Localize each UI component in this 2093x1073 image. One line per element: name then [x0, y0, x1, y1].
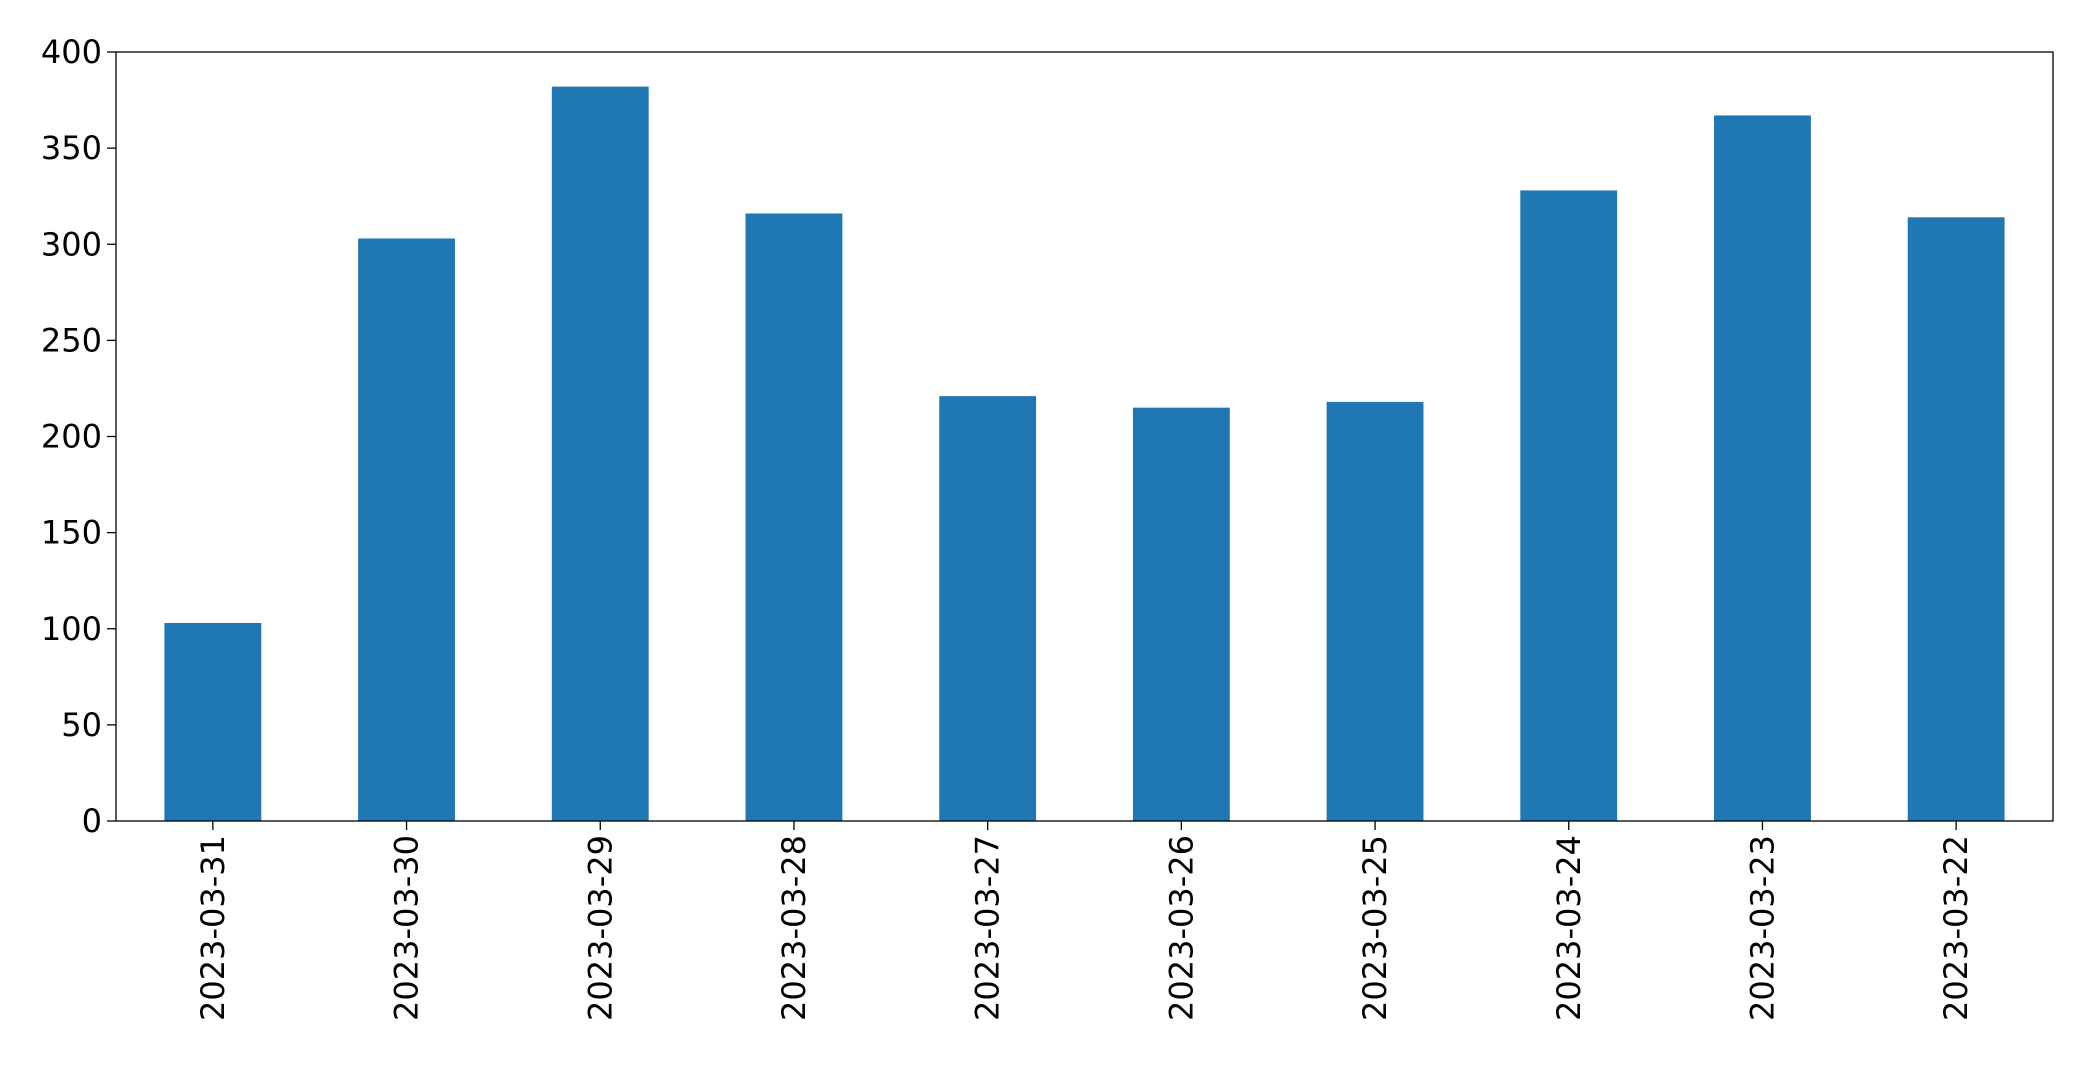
y-tick-label: 50: [61, 706, 102, 744]
bar: [1714, 115, 1811, 821]
x-tick-label: 2023-03-25: [1356, 835, 1394, 1021]
y-tick-label: 200: [41, 418, 102, 456]
y-tick-label: 0: [82, 802, 102, 840]
y-tick-label: 400: [41, 33, 102, 71]
bar: [1326, 401, 1424, 821]
bar: [1132, 407, 1230, 821]
y-tick-label: 150: [41, 514, 102, 552]
x-tick-label: 2023-03-30: [388, 835, 426, 1021]
y-tick-label: 300: [41, 225, 102, 263]
x-tick-label: 2023-03-28: [775, 835, 813, 1021]
x-tick-label: 2023-03-27: [969, 835, 1007, 1021]
bar: [358, 238, 455, 822]
bar: [1520, 190, 1618, 822]
x-tick-label: 2023-03-31: [194, 835, 232, 1021]
bar: [1907, 217, 2005, 821]
x-tick-label: 2023-03-26: [1162, 835, 1200, 1021]
y-tick-label: 100: [41, 610, 102, 648]
bar: [551, 86, 649, 822]
x-tick-label: 2023-03-24: [1550, 835, 1588, 1021]
bar: [745, 213, 843, 822]
x-tick-label: 2023-03-29: [581, 835, 619, 1021]
y-tick-label: 350: [41, 129, 102, 167]
x-tick-label: 2023-03-22: [1937, 835, 1975, 1021]
bar: [164, 622, 262, 821]
x-tick-label: 2023-03-23: [1743, 835, 1781, 1021]
y-tick-label: 250: [41, 321, 102, 359]
plot-frame: [115, 51, 2054, 822]
bar: [939, 396, 1037, 821]
